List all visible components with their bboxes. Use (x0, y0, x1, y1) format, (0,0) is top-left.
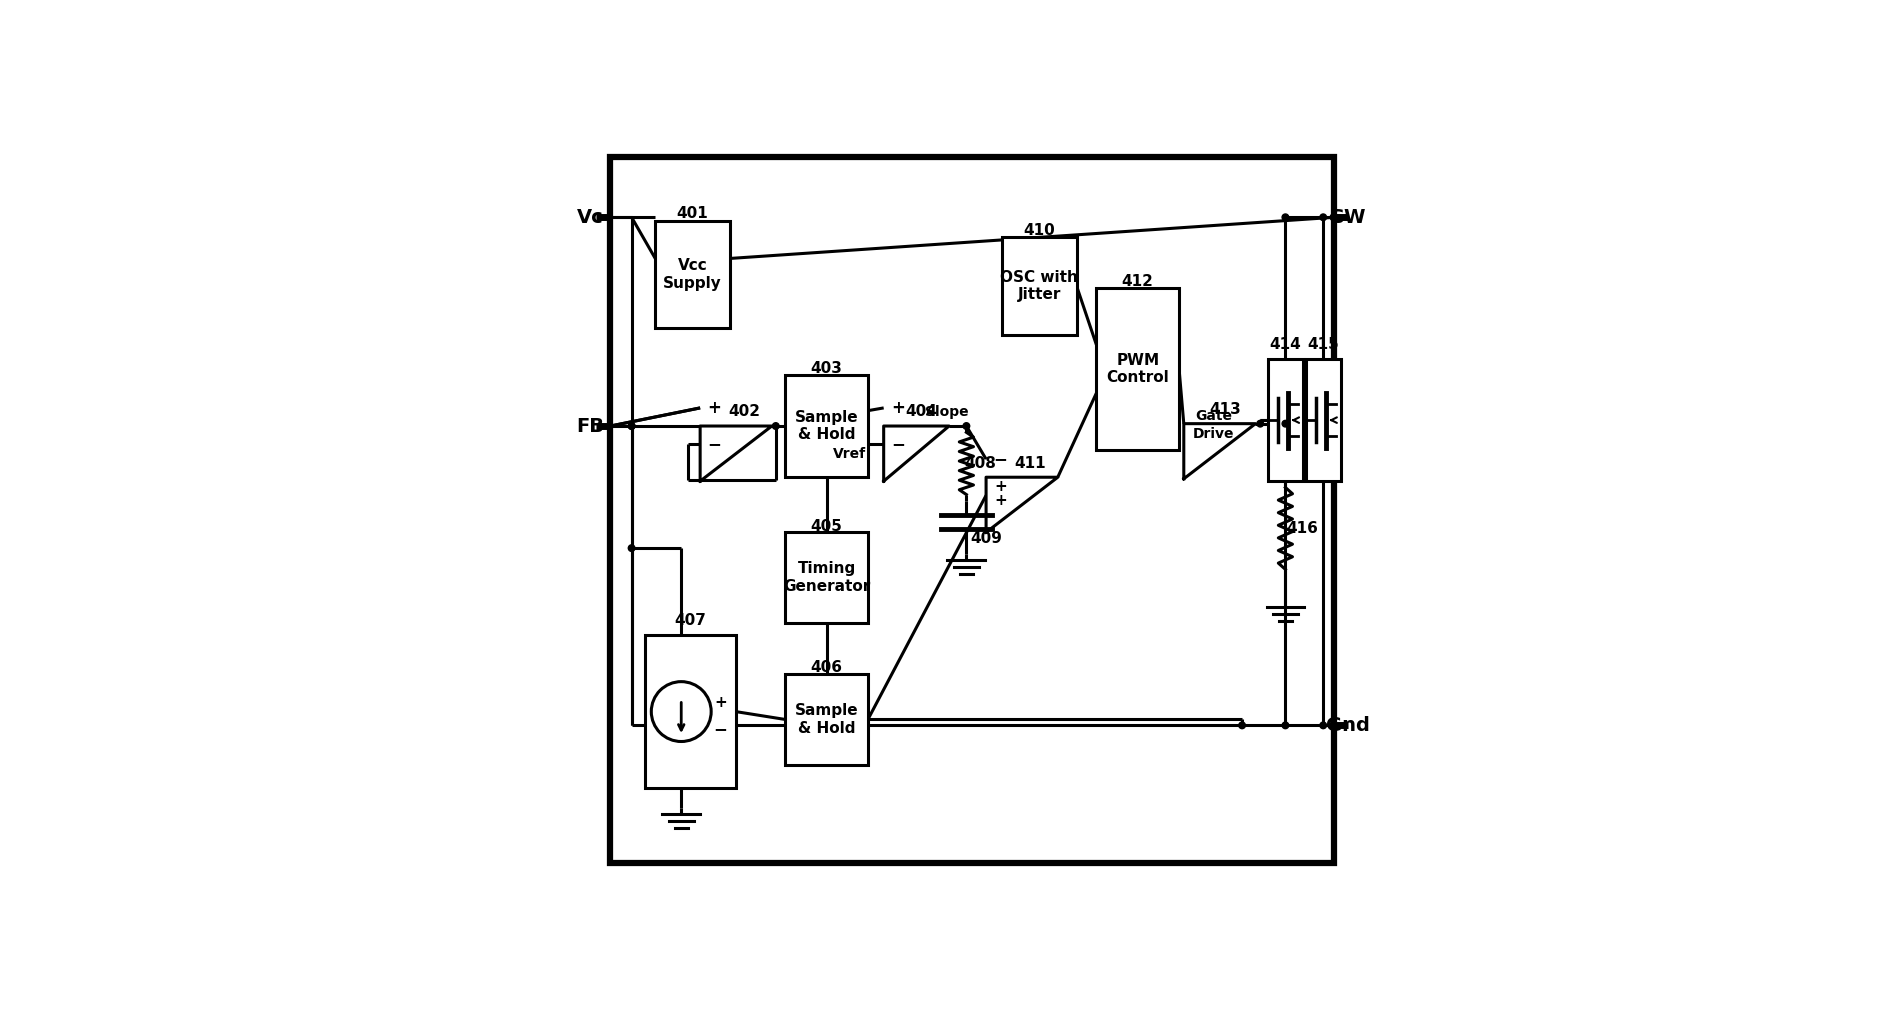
Circle shape (772, 422, 779, 430)
Text: Slope: Slope (926, 405, 968, 418)
Text: OSC with
Jitter: OSC with Jitter (1000, 270, 1078, 303)
Text: Gnd: Gnd (1327, 716, 1371, 735)
Circle shape (1331, 722, 1336, 728)
Text: +: + (707, 399, 720, 417)
Text: Drive: Drive (1194, 427, 1234, 441)
Bar (1097, 288, 1179, 450)
Text: +: + (994, 479, 1008, 494)
Circle shape (1239, 722, 1245, 728)
Text: 412: 412 (1122, 274, 1154, 290)
Circle shape (629, 545, 635, 551)
Text: 415: 415 (1308, 338, 1338, 352)
Text: +: + (994, 493, 1008, 508)
Circle shape (964, 422, 970, 430)
Text: 401: 401 (677, 206, 709, 221)
Text: −: − (707, 435, 720, 453)
Bar (1306, 359, 1340, 481)
Polygon shape (700, 426, 772, 481)
Bar (644, 634, 736, 789)
Circle shape (629, 422, 635, 430)
Circle shape (1281, 214, 1289, 221)
Text: 413: 413 (1209, 402, 1241, 417)
Text: −: − (994, 450, 1008, 469)
Text: 411: 411 (1015, 455, 1046, 471)
Circle shape (629, 422, 635, 430)
Text: SW: SW (1331, 208, 1367, 227)
Text: 406: 406 (810, 661, 842, 675)
Text: PWM
Control: PWM Control (1106, 353, 1169, 385)
Circle shape (1281, 722, 1289, 728)
Text: +: + (892, 399, 905, 417)
Text: −: − (892, 435, 905, 453)
Bar (1002, 237, 1076, 336)
Bar (785, 532, 869, 623)
Circle shape (1319, 722, 1327, 728)
Text: FB: FB (576, 416, 605, 436)
Circle shape (1281, 420, 1289, 427)
Text: Sample
& Hold: Sample & Hold (795, 703, 859, 736)
Polygon shape (884, 426, 949, 481)
Bar (785, 674, 869, 765)
Text: −: − (713, 720, 728, 738)
Text: 405: 405 (810, 519, 842, 534)
Text: +: + (715, 695, 726, 710)
Bar (656, 221, 730, 327)
Text: 416: 416 (1287, 521, 1319, 536)
Text: 410: 410 (1023, 223, 1055, 238)
Text: 404: 404 (905, 404, 937, 419)
Circle shape (1319, 214, 1327, 221)
Bar (785, 374, 869, 477)
Text: 414: 414 (1270, 338, 1302, 352)
Text: Vc: Vc (578, 208, 605, 227)
Circle shape (1257, 420, 1264, 427)
Text: 408: 408 (964, 456, 996, 471)
Text: Vref: Vref (833, 447, 867, 461)
Text: Timing
Generator: Timing Generator (783, 562, 871, 594)
Bar (1268, 359, 1302, 481)
Circle shape (1331, 214, 1336, 221)
Text: Vcc
Supply: Vcc Supply (663, 258, 722, 291)
Text: 403: 403 (810, 361, 842, 376)
Polygon shape (1184, 424, 1255, 479)
Text: 402: 402 (728, 404, 760, 419)
Bar (610, 157, 1335, 863)
Polygon shape (987, 477, 1057, 532)
Text: Gate: Gate (1196, 409, 1232, 422)
Text: 409: 409 (970, 531, 1002, 546)
Text: 407: 407 (675, 613, 707, 628)
Text: Sample
& Hold: Sample & Hold (795, 410, 859, 442)
